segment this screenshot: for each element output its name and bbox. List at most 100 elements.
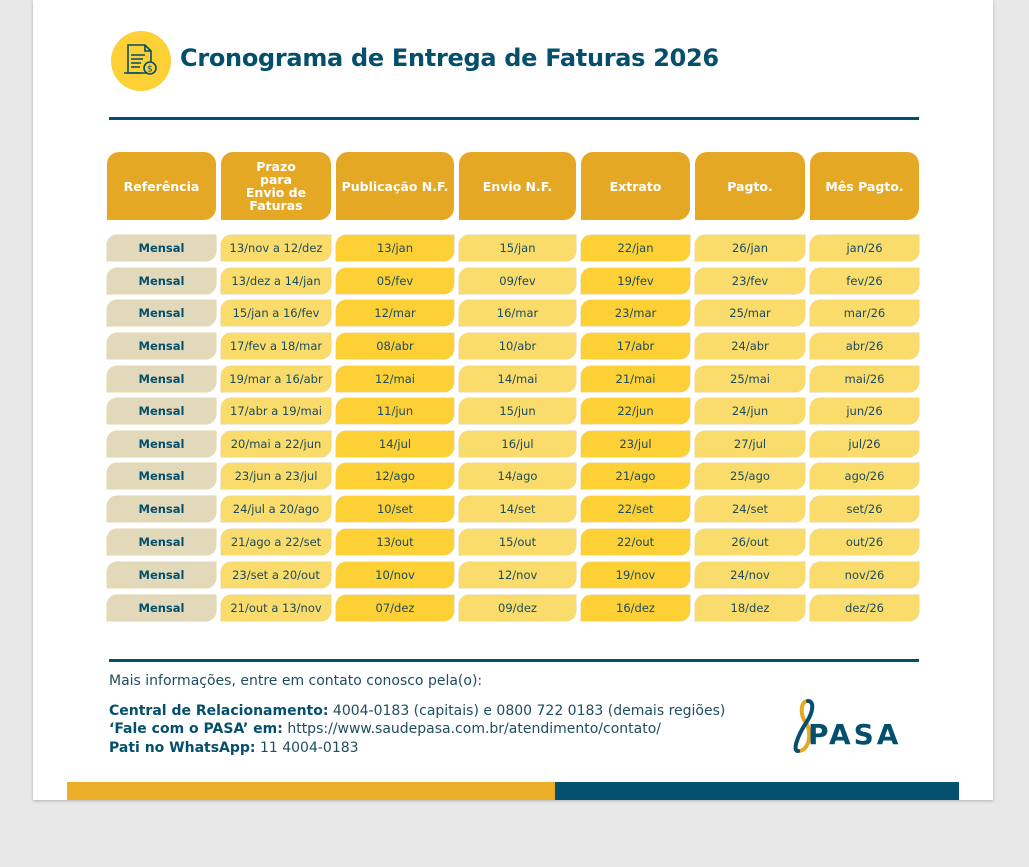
table-cell: abr/26 [810, 333, 919, 359]
table-cell: Mensal [107, 529, 216, 555]
table-cell: 19/mar a 16/abr [221, 366, 331, 392]
column-header: Envio N.F. [459, 152, 576, 220]
table-cell: 05/fev [336, 268, 454, 294]
table-cell: 09/fev [459, 268, 576, 294]
table-cell: 24/abr [695, 333, 805, 359]
table-cell: 23/jun a 23/jul [221, 463, 331, 489]
table-cell: 10/nov [336, 562, 454, 588]
pasa-logo-icon [788, 697, 818, 761]
table-cell: 25/ago [695, 463, 805, 489]
table-cell: fev/26 [810, 268, 919, 294]
central-line: Central de Relacionamento: 4004-0183 (ca… [109, 703, 725, 719]
table-cell: 13/out [336, 529, 454, 555]
table-cell: 19/fev [581, 268, 690, 294]
table-cell: 10/abr [459, 333, 576, 359]
table-cell: 10/set [336, 496, 454, 522]
table-cell: 14/jul [336, 431, 454, 457]
table-cell: 13/jan [336, 235, 454, 261]
table-cell: 12/mar [336, 300, 454, 326]
invoice-dollar-icon: $ [111, 31, 171, 91]
table-cell: dez/26 [810, 595, 919, 621]
table-cell: 14/mai [459, 366, 576, 392]
table-cell: 24/jul a 20/ago [221, 496, 331, 522]
table-cell: 12/mai [336, 366, 454, 392]
table-cell: Mensal [107, 398, 216, 424]
table-cell: 24/set [695, 496, 805, 522]
central-label: Central de Relacionamento: [109, 703, 329, 719]
table-cell: 23/jul [581, 431, 690, 457]
column-header: Extrato [581, 152, 690, 220]
table-cell: 24/jun [695, 398, 805, 424]
pasa-logo-text: PASA [808, 718, 902, 751]
table-cell: out/26 [810, 529, 919, 555]
footer-bar-navy [555, 782, 959, 800]
table-cell: 08/abr [336, 333, 454, 359]
table-cell: 17/abr a 19/mai [221, 398, 331, 424]
table-cell: 20/mai a 22/jun [221, 431, 331, 457]
divider [109, 659, 919, 662]
table-cell: 23/fev [695, 268, 805, 294]
table-cell: 26/jan [695, 235, 805, 261]
fale-link[interactable]: https://www.saudepasa.com.br/atendimento… [287, 721, 661, 737]
table-cell: 07/dez [336, 595, 454, 621]
table-cell: mar/26 [810, 300, 919, 326]
table-cell: 25/mai [695, 366, 805, 392]
whatsapp-line: Pati no WhatsApp: 11 4004-0183 [109, 740, 359, 756]
table-cell: 22/set [581, 496, 690, 522]
table-cell: 12/nov [459, 562, 576, 588]
table-cell: Mensal [107, 235, 216, 261]
table-cell: nov/26 [810, 562, 919, 588]
table-cell: 12/ago [336, 463, 454, 489]
table-cell: Mensal [107, 496, 216, 522]
table-cell: 26/out [695, 529, 805, 555]
table-cell: 24/nov [695, 562, 805, 588]
table-cell: 25/mar [695, 300, 805, 326]
column-header: Publicação N.F. [336, 152, 454, 220]
table-cell: 23/set a 20/out [221, 562, 331, 588]
central-value: 4004-0183 (capitais) e 0800 722 0183 (de… [332, 703, 726, 719]
table-cell: 14/ago [459, 463, 576, 489]
table-cell: jun/26 [810, 398, 919, 424]
table-cell: Mensal [107, 333, 216, 359]
divider [109, 117, 919, 120]
table-cell: 21/ago a 22/set [221, 529, 331, 555]
table-cell: 09/dez [459, 595, 576, 621]
table-cell: 15/jan [459, 235, 576, 261]
column-header: Pagto. [695, 152, 805, 220]
page-title: Cronograma de Entrega de Faturas 2026 [180, 44, 719, 72]
contact-intro: Mais informações, entre em contato conos… [109, 673, 483, 689]
table-cell: 13/dez a 14/jan [221, 268, 331, 294]
table-cell: 27/jul [695, 431, 805, 457]
table-cell: Mensal [107, 268, 216, 294]
footer-bar-yellow [67, 782, 555, 800]
table-cell: Mensal [107, 431, 216, 457]
table-cell: 16/mar [459, 300, 576, 326]
table-cell: mai/26 [810, 366, 919, 392]
column-header: Prazo para Envio de Faturas [221, 152, 331, 220]
table-cell: 22/jan [581, 235, 690, 261]
table-cell: 11/jun [336, 398, 454, 424]
table-cell: 13/nov a 12/dez [221, 235, 331, 261]
table-cell: 21/out a 13/nov [221, 595, 331, 621]
table-cell: set/26 [810, 496, 919, 522]
table-cell: 22/jun [581, 398, 690, 424]
table-cell: 22/out [581, 529, 690, 555]
table-cell: Mensal [107, 595, 216, 621]
table-cell: 18/dez [695, 595, 805, 621]
table-cell: 14/set [459, 496, 576, 522]
table-cell: Mensal [107, 562, 216, 588]
fale-line: ‘Fale com o PASA’ em: https://www.saudep… [109, 721, 661, 737]
table-cell: 17/fev a 18/mar [221, 333, 331, 359]
table-cell: 16/dez [581, 595, 690, 621]
column-header: Referência [107, 152, 216, 220]
table-cell: Mensal [107, 463, 216, 489]
table-cell: 23/mar [581, 300, 690, 326]
whatsapp-value: 11 4004-0183 [259, 740, 359, 756]
fale-label: ‘Fale com o PASA’ em: [109, 721, 283, 737]
table-cell: 15/out [459, 529, 576, 555]
column-header: Mês Pagto. [810, 152, 919, 220]
table-cell: 21/ago [581, 463, 690, 489]
whatsapp-label: Pati no WhatsApp: [109, 740, 256, 756]
svg-text:$: $ [147, 65, 153, 75]
table-cell: 17/abr [581, 333, 690, 359]
